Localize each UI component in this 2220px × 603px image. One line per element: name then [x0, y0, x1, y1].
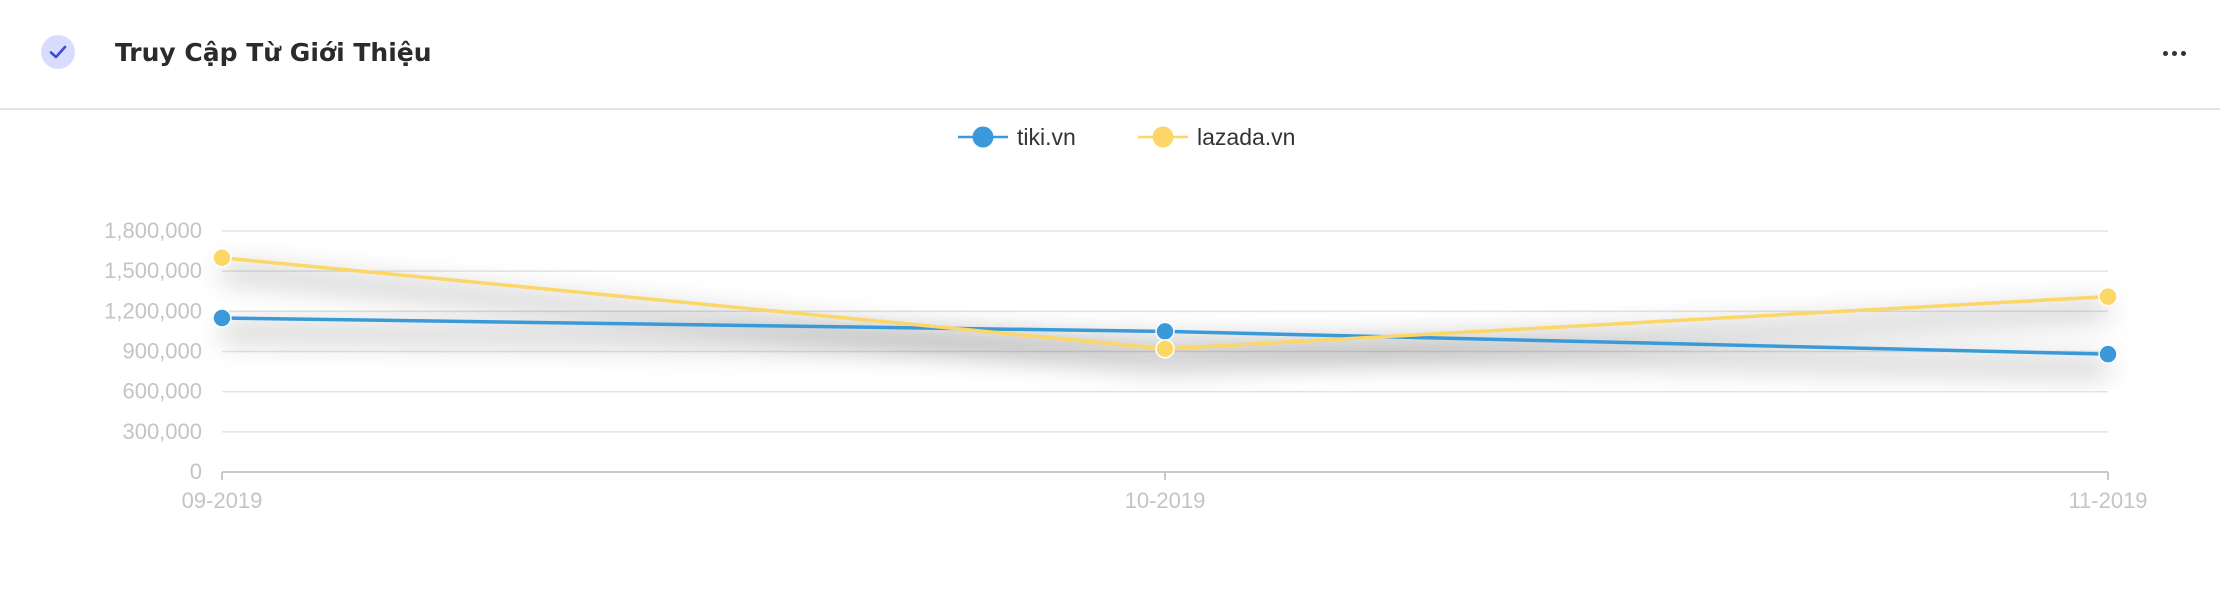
y-tick-label: 1,800,000 — [104, 218, 202, 243]
legend-label: tiki.vn — [1017, 124, 1076, 150]
y-tick-label: 1,500,000 — [104, 258, 202, 283]
card-title: Truy Cập Từ Giới Thiệu — [115, 38, 432, 67]
x-tick-label: 11-2019 — [2068, 488, 2147, 513]
x-axis: 09-2019 10-2019 11-2019 — [182, 472, 2148, 513]
data-point — [212, 248, 232, 268]
chart-series — [212, 248, 2118, 374]
data-point — [2098, 344, 2118, 364]
data-point — [212, 308, 232, 328]
chart-area: tiki.vn lazada.vn 0 300,000 600,000 900,000 1… — [0, 110, 2220, 598]
line-chart: tiki.vn lazada.vn 0 300,000 600,000 900,000 1… — [104, 124, 2148, 513]
check-icon — [41, 35, 75, 69]
y-tick-label: 300,000 — [122, 419, 202, 444]
data-point — [1155, 339, 1175, 359]
chart-legend: tiki.vn lazada.vn — [958, 124, 1295, 150]
data-point — [1155, 321, 1175, 342]
card-header: Truy Cập Từ Giới Thiệu — [0, 0, 2220, 110]
y-tick-label: 600,000 — [122, 379, 202, 404]
legend-marker — [1152, 126, 1174, 148]
x-tick-label: 10-2019 — [1125, 488, 1206, 513]
y-axis: 0 300,000 600,000 900,000 1,200,000 1,500,000… — [104, 218, 202, 484]
y-tick-label: 1,200,000 — [104, 298, 202, 323]
more-horizontal-icon[interactable] — [2156, 38, 2192, 68]
y-tick-label: 0 — [190, 459, 202, 484]
data-point — [2098, 286, 2118, 307]
x-tick-label: 09-2019 — [182, 488, 263, 513]
series-shadow — [221, 266, 2109, 368]
legend-marker — [972, 126, 994, 148]
y-tick-label: 900,000 — [122, 339, 202, 364]
legend-label: lazada.vn — [1197, 124, 1295, 150]
